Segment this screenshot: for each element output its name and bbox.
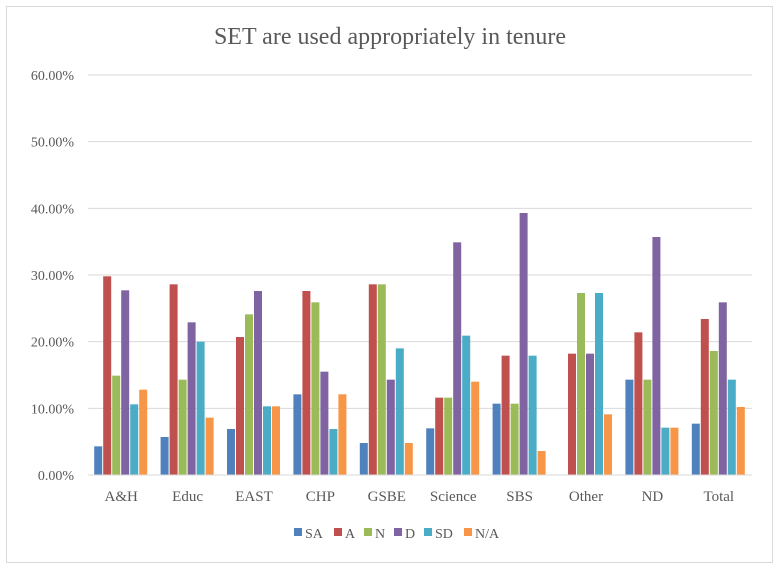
bar-n-chp <box>311 302 320 475</box>
legend-swatch <box>394 528 402 536</box>
x-tick-label: Educ <box>172 489 203 505</box>
bar-d-total <box>718 302 727 475</box>
legend-swatch <box>424 528 432 536</box>
bar-na-chp <box>338 394 347 475</box>
x-tick-label: SBS <box>506 489 533 505</box>
bar-sd-total <box>727 379 736 475</box>
bar-d-nd <box>652 237 661 475</box>
bar-sa-a&h <box>94 446 103 475</box>
bar-a-east <box>236 337 244 475</box>
x-tick-label: CHP <box>306 489 335 505</box>
legend-swatch <box>294 528 302 536</box>
bar-sa-gsbe <box>359 443 368 475</box>
bar-n-total <box>709 351 718 475</box>
bar-n-east <box>245 314 253 475</box>
bar-a-chp <box>302 291 311 475</box>
bar-a-total <box>700 319 709 475</box>
bar-na-educ <box>205 417 214 475</box>
bar-d-east <box>254 291 262 475</box>
bar-sa-chp <box>293 394 302 475</box>
bar-n-gsbe <box>377 284 386 475</box>
x-tick-label: Other <box>569 489 603 505</box>
bar-n-nd <box>643 379 652 475</box>
bar-sa-educ <box>160 437 169 475</box>
bar-d-gsbe <box>386 379 395 475</box>
x-tick-label: Total <box>703 489 734 505</box>
bar-na-east <box>272 406 280 475</box>
bar-a-educ <box>169 284 178 475</box>
bar-a-gsbe <box>368 284 377 475</box>
bar-na-total <box>736 407 745 475</box>
bar-d-educ <box>187 322 196 475</box>
bar-sd-science <box>462 335 471 475</box>
bar-a-science <box>435 397 444 475</box>
x-tick-label: Science <box>430 489 477 505</box>
bar-sa-sbs <box>492 403 501 475</box>
bar-sa-nd <box>625 379 634 475</box>
bar-sd-sbs <box>528 355 537 475</box>
x-tick-label: EAST <box>235 489 273 505</box>
bar-sd-chp <box>329 429 338 475</box>
bar-sa-total <box>691 423 700 475</box>
bar-a-sbs <box>501 355 510 475</box>
x-tick-label: A&H <box>105 489 139 505</box>
legend-swatch <box>334 528 342 536</box>
y-tick-label: 10.00% <box>31 402 75 417</box>
bar-a-other <box>568 353 576 475</box>
bar-d-a&h <box>121 290 130 475</box>
bar-na-other <box>604 414 612 475</box>
bar-n-other <box>577 293 585 475</box>
legend-label: D <box>405 527 415 542</box>
bar-sd-gsbe <box>395 348 404 475</box>
bar-n-educ <box>178 379 187 475</box>
legend-label: N <box>375 527 385 542</box>
bar-sa-science <box>426 428 435 475</box>
bar-sd-nd <box>661 427 670 475</box>
legend-label: SD <box>435 527 453 542</box>
bar-sd-educ <box>196 341 205 475</box>
legend-label: N/A <box>475 527 500 542</box>
chart-title: SET are used appropriately in tenure <box>214 24 566 50</box>
bar-sd-a&h <box>130 404 139 475</box>
legend-swatch <box>364 528 372 536</box>
bar-sd-other <box>595 293 603 475</box>
y-tick-label: 60.00% <box>31 69 75 84</box>
x-tick-label: GSBE <box>368 489 406 505</box>
bar-na-gsbe <box>404 443 413 475</box>
bar-d-chp <box>320 371 329 475</box>
bar-d-science <box>453 242 462 475</box>
legend-label: A <box>345 527 356 542</box>
bar-n-science <box>444 397 453 475</box>
bar-sa-east <box>227 429 235 475</box>
y-tick-label: 0.00% <box>38 469 75 484</box>
bar-na-nd <box>670 427 679 475</box>
y-tick-label: 20.00% <box>31 336 75 351</box>
y-tick-label: 50.00% <box>31 136 75 151</box>
bar-sd-east <box>263 406 271 475</box>
legend-swatch <box>464 528 472 536</box>
bar-a-nd <box>634 332 643 475</box>
bar-d-other <box>586 353 594 475</box>
bar-n-a&h <box>112 375 121 475</box>
bar-a-a&h <box>103 276 112 475</box>
y-tick-label: 40.00% <box>31 202 75 217</box>
y-tick-label: 30.00% <box>31 269 75 284</box>
bar-na-sbs <box>537 451 546 475</box>
bar-d-sbs <box>519 213 528 475</box>
x-tick-label: ND <box>642 489 664 505</box>
bar-n-sbs <box>510 403 519 475</box>
legend-label: SA <box>305 527 324 542</box>
bar-na-a&h <box>139 389 148 475</box>
bar-na-science <box>471 381 480 475</box>
